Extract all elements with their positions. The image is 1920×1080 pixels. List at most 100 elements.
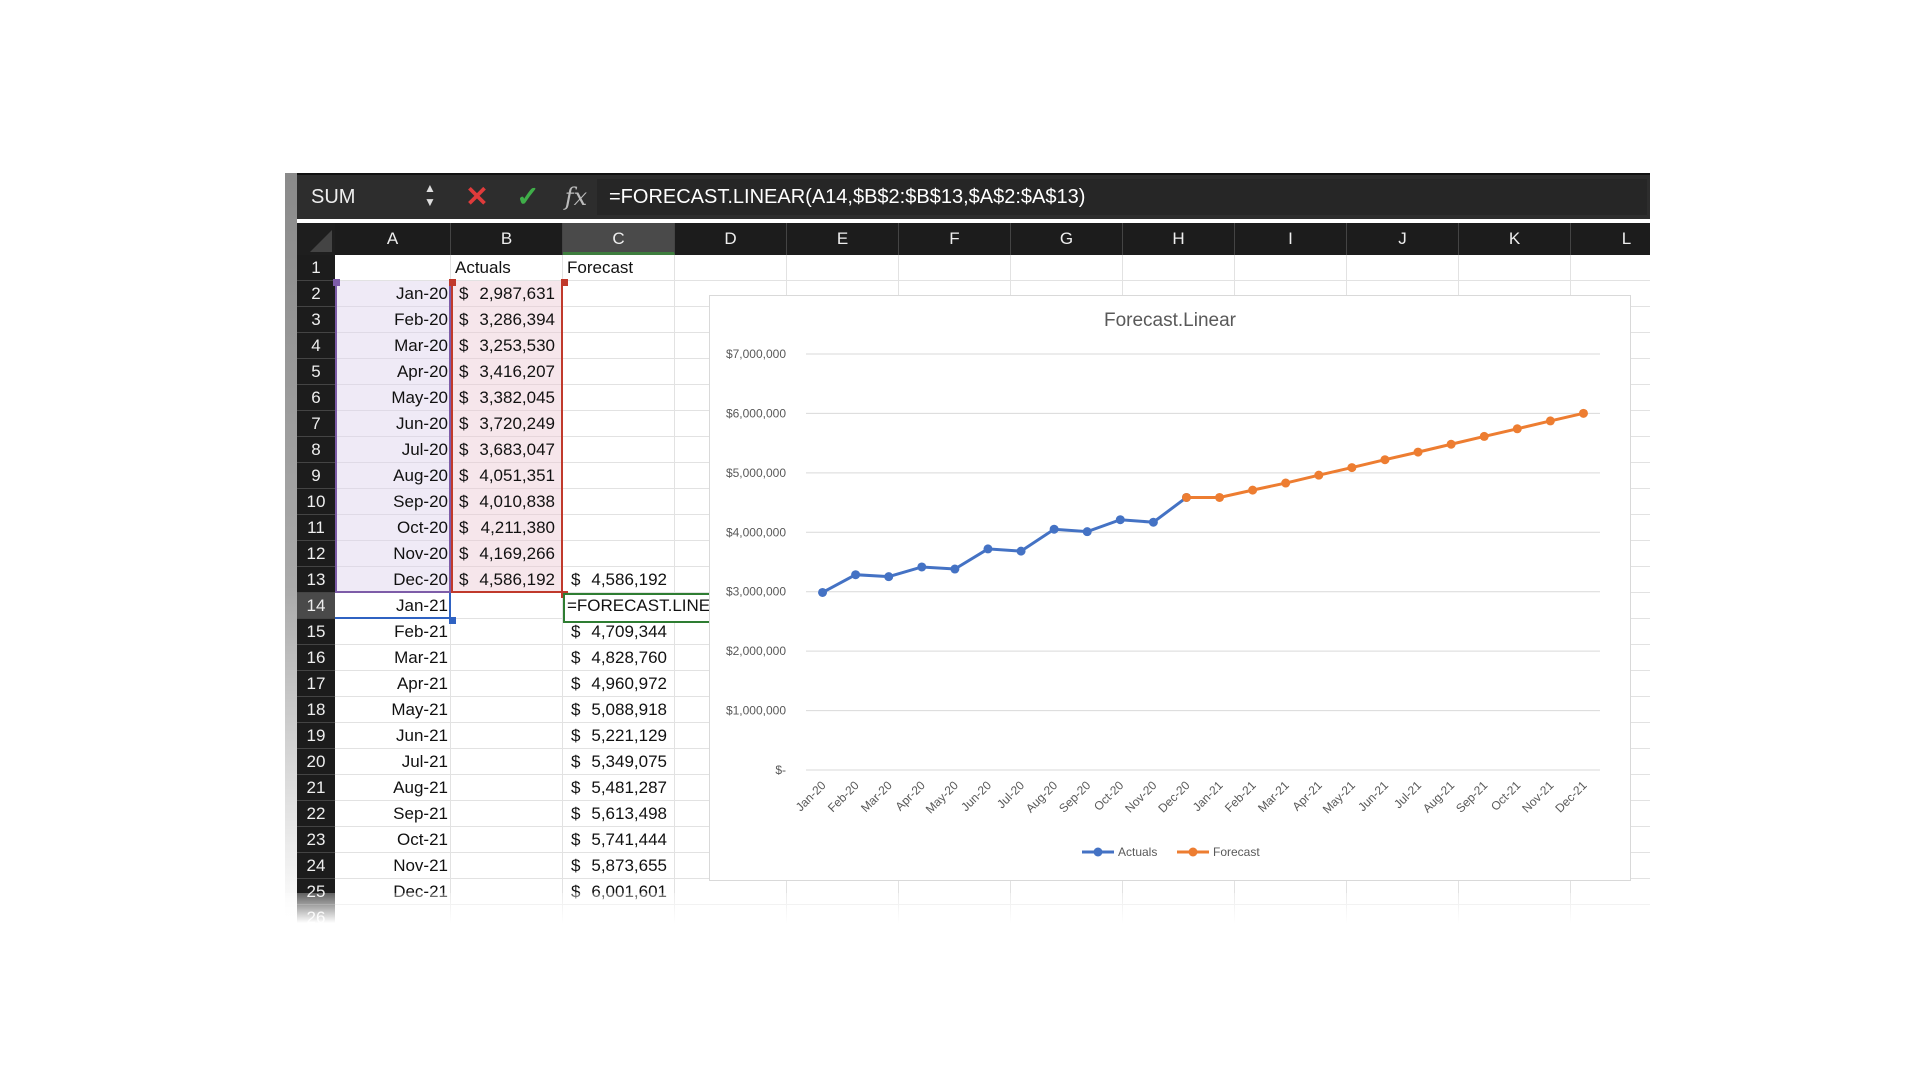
cell-forecast[interactable]: $4,709,344 <box>563 619 675 645</box>
cell-actual[interactable]: $3,683,047 <box>451 437 563 463</box>
cell-forecast[interactable]: $4,828,760 <box>563 645 675 671</box>
column-header-a[interactable]: A <box>335 223 451 255</box>
row-header-6[interactable]: 6 <box>297 385 335 411</box>
row-header-18[interactable]: 18 <box>297 697 335 723</box>
worksheet-grid[interactable]: A B C D E F G H I J K L 1 2 3 4 5 6 7 8 9 10 11 12 13 14 15 16 17 18 1… <box>297 223 1650 923</box>
data-point-actuals <box>1016 546 1026 556</box>
row-header-20[interactable]: 20 <box>297 749 335 775</box>
row-header-3[interactable]: 3 <box>297 307 335 333</box>
currency-symbol: $ <box>459 492 469 511</box>
row-header-5[interactable]: 5 <box>297 359 335 385</box>
cell-forecast[interactable]: $4,586,192 <box>563 567 675 593</box>
cell-month[interactable]: Feb-20 <box>394 310 448 329</box>
cell-month[interactable]: Nov-21 <box>393 856 448 875</box>
cell-forecast[interactable]: $5,741,444 <box>563 827 675 853</box>
row-header-22[interactable]: 22 <box>297 801 335 827</box>
name-box-stepper-icon[interactable]: ▲ ▼ <box>424 181 436 209</box>
cell-forecast[interactable]: $5,349,075 <box>563 749 675 775</box>
range-handle[interactable] <box>333 279 340 286</box>
cell-month[interactable]: Jun-20 <box>396 414 448 433</box>
row-header-13[interactable]: 13 <box>297 567 335 593</box>
cell-actual[interactable]: $3,416,207 <box>451 359 563 385</box>
row-header-17[interactable]: 17 <box>297 671 335 697</box>
row-header-2[interactable]: 2 <box>297 281 335 307</box>
header-actuals[interactable]: Actuals <box>455 258 511 277</box>
cell-month[interactable]: Jul-20 <box>401 440 448 459</box>
cell-month[interactable]: May-21 <box>391 700 448 719</box>
range-handle[interactable] <box>449 617 456 624</box>
row-header-4[interactable]: 4 <box>297 333 335 359</box>
cell-forecast[interactable]: $5,221,129 <box>563 723 675 749</box>
currency-symbol: $ <box>571 830 581 849</box>
range-handle[interactable] <box>561 279 568 286</box>
cell-month[interactable]: Mar-20 <box>394 336 448 355</box>
cell-month[interactable]: Apr-21 <box>396 674 448 693</box>
cell-month[interactable]: May-20 <box>391 388 448 407</box>
cell-month[interactable]: Aug-21 <box>393 778 448 797</box>
cell-month[interactable]: Aug-20 <box>393 466 448 485</box>
cell-actual[interactable]: $2,987,631 <box>451 281 563 307</box>
column-header-k[interactable]: K <box>1459 223 1571 255</box>
cell-actual[interactable]: $3,286,394 <box>451 307 563 333</box>
enter-check-icon[interactable]: ✓ <box>516 181 540 212</box>
formula-input[interactable]: =FORECAST.LINEAR(A14,$B$2:$B$13,$A$2:$A$… <box>597 179 1647 215</box>
cell-month[interactable]: Jun-21 <box>396 726 448 745</box>
cell-actual[interactable]: $4,051,351 <box>451 463 563 489</box>
row-header-8[interactable]: 8 <box>297 437 335 463</box>
cell-month[interactable]: Sep-20 <box>393 492 448 511</box>
cell-month[interactable]: Sep-21 <box>393 804 448 823</box>
column-header-d[interactable]: D <box>675 223 787 255</box>
row-header-21[interactable]: 21 <box>297 775 335 801</box>
cell-month[interactable]: Mar-21 <box>394 648 448 667</box>
cell-month[interactable]: Oct-20 <box>396 518 448 537</box>
row-header-11[interactable]: 11 <box>297 515 335 541</box>
cell-month[interactable]: Dec-20 <box>393 570 448 589</box>
column-header-l[interactable]: L <box>1571 223 1650 255</box>
row-header-24[interactable]: 24 <box>297 853 335 879</box>
cell-forecast[interactable]: $4,960,972 <box>563 671 675 697</box>
cell-month[interactable]: Nov-20 <box>393 544 448 563</box>
column-header-c[interactable]: C <box>563 223 675 255</box>
header-forecast[interactable]: Forecast <box>567 258 634 277</box>
cell-actual[interactable]: $4,010,838 <box>451 489 563 515</box>
cell-month[interactable]: Apr-20 <box>396 362 448 381</box>
row-header-7[interactable]: 7 <box>297 411 335 437</box>
cancel-icon[interactable]: ✕ <box>465 181 489 212</box>
cell-actual[interactable]: $3,382,045 <box>451 385 563 411</box>
column-header-i[interactable]: I <box>1235 223 1347 255</box>
cell-month[interactable]: Jul-21 <box>401 752 448 771</box>
column-header-j[interactable]: J <box>1347 223 1459 255</box>
cell-actual[interactable]: $4,169,266 <box>451 541 563 567</box>
column-header-f[interactable]: F <box>899 223 1011 255</box>
row-header-12[interactable]: 12 <box>297 541 335 567</box>
cell-month[interactable]: Jan-21 <box>396 596 448 615</box>
row-header-16[interactable]: 16 <box>297 645 335 671</box>
column-header-h[interactable]: H <box>1123 223 1235 255</box>
column-header-g[interactable]: G <box>1011 223 1123 255</box>
insert-function-icon[interactable]: fx <box>564 183 588 211</box>
cell-forecast[interactable]: $5,873,655 <box>563 853 675 879</box>
cell-forecast[interactable]: $5,088,918 <box>563 697 675 723</box>
range-handle[interactable] <box>449 279 456 286</box>
name-box[interactable]: SUM <box>311 186 356 208</box>
row-header-15[interactable]: 15 <box>297 619 335 645</box>
row-header-19[interactable]: 19 <box>297 723 335 749</box>
cell-forecast[interactable]: $5,613,498 <box>563 801 675 827</box>
cell-actual[interactable]: $3,720,249 <box>451 411 563 437</box>
cell-month[interactable]: Feb-21 <box>394 622 448 641</box>
row-header-10[interactable]: 10 <box>297 489 335 515</box>
column-header-e[interactable]: E <box>787 223 899 255</box>
cell-actual[interactable]: $4,211,380 <box>451 515 563 541</box>
cell-actual[interactable]: $4,586,192 <box>451 567 563 593</box>
select-all-corner[interactable] <box>297 223 335 255</box>
row-header-9[interactable]: 9 <box>297 463 335 489</box>
cell-actual[interactable]: $3,253,530 <box>451 333 563 359</box>
row-header-14[interactable]: 14 <box>297 593 335 619</box>
column-header-b[interactable]: B <box>451 223 563 255</box>
row-header-23[interactable]: 23 <box>297 827 335 853</box>
cell-month[interactable]: Oct-21 <box>396 830 448 849</box>
cell-forecast[interactable]: $5,481,287 <box>563 775 675 801</box>
cell-month[interactable]: Jan-20 <box>396 284 448 303</box>
row-header-1[interactable]: 1 <box>297 255 335 281</box>
forecast-chart[interactable]: Forecast.Linear $- $1,000,000 $2,000,000 $3,… <box>709 295 1631 881</box>
